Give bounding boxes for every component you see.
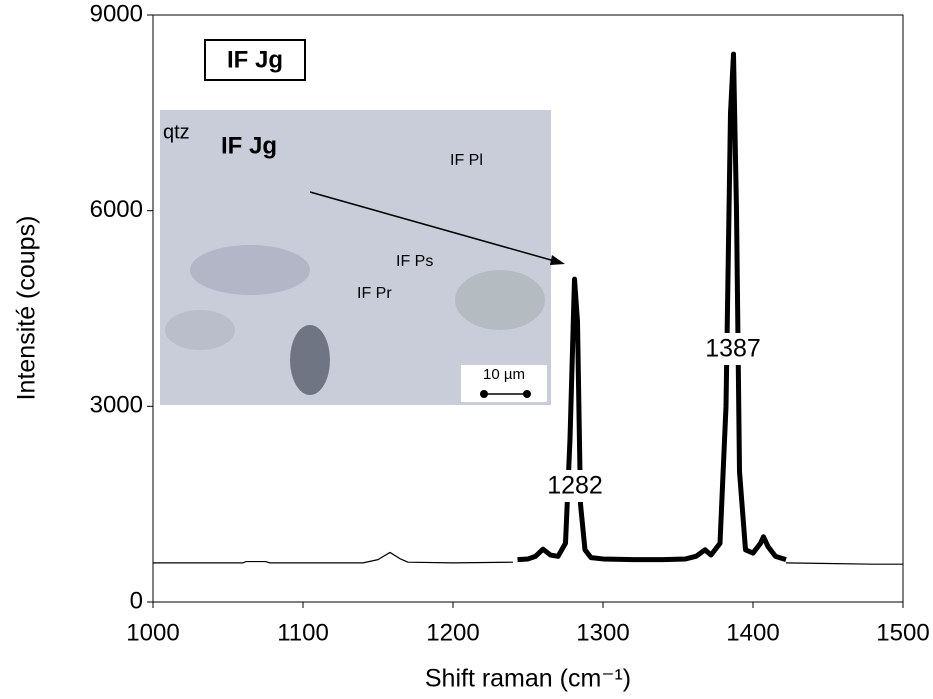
annotation: 1282 [547, 472, 603, 500]
x-tick-label: 1400 [726, 619, 779, 646]
y-tick-label: 9000 [90, 0, 143, 27]
x-tick-label: 1500 [876, 619, 929, 646]
x-axis-label: Shift raman (cm⁻¹) [425, 665, 631, 693]
x-tick-label: 1200 [426, 619, 479, 646]
arrow-head [550, 255, 565, 265]
scale-bar-end [523, 390, 531, 398]
inset: qtz IF Jg IF Pl IF Ps IF Pr 10 µm [160, 110, 565, 405]
scale-bar-end [480, 390, 488, 398]
x-tick-label: 1100 [277, 619, 329, 646]
y-tick-label: 0 [130, 587, 143, 614]
label-box [204, 39, 306, 81]
inset-label: IF Ps [396, 253, 433, 270]
annotation-bg [700, 333, 766, 365]
inset-label: IF Pl [450, 152, 483, 169]
y-axis-label: Intensité (coups) [13, 216, 41, 401]
inset-texture [190, 245, 310, 295]
annotation: IF Jg [227, 46, 283, 73]
inset-label: IF Pr [357, 285, 392, 302]
scale-box [461, 365, 547, 402]
annotation: 1387 [705, 335, 761, 363]
inset-texture [165, 310, 235, 350]
plot-frame [152, 14, 904, 603]
inset-texture [290, 325, 330, 395]
inset-label: IF Jg [221, 132, 277, 159]
x-tick-label: 1300 [576, 619, 629, 646]
spectrum-line [517, 51, 787, 563]
inset-label: 10 µm [483, 366, 525, 383]
x-tick-label: 1000 [126, 619, 179, 646]
spectrum-line [153, 551, 903, 565]
inset-texture [455, 270, 545, 330]
annotation-bg [543, 470, 607, 502]
y-tick-label: 6000 [90, 196, 143, 223]
y-tick-label: 3000 [90, 392, 143, 419]
series-layer [153, 51, 903, 565]
arrow [309, 191, 559, 263]
inset-label: qtz [163, 121, 190, 143]
